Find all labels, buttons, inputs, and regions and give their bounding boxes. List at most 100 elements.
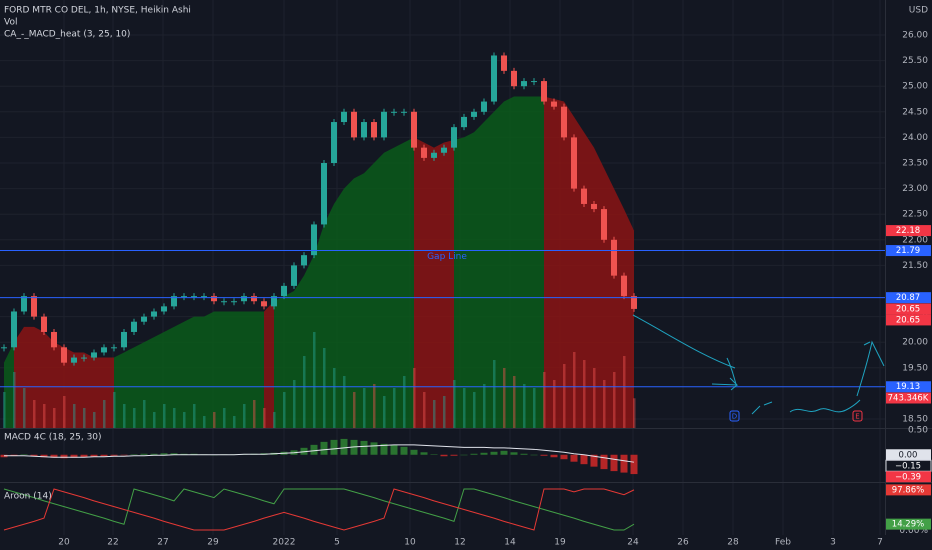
y-tick-label: 26.00 [902,31,928,41]
candle [591,203,597,210]
price-badge-label: 20.65 [896,304,920,314]
candle [201,296,207,298]
heat-area [324,203,334,428]
macd-bar [30,454,38,457]
volume-bar [83,408,86,428]
y-tick-label: 25.50 [902,56,928,66]
aroon-badge-label: 97.86% [892,485,924,495]
macd-bar [40,454,48,458]
candle [111,347,117,349]
volume-bar [523,384,526,428]
price-badge-label: 20.65 [896,315,920,325]
heat-area [364,163,374,428]
macd-bar [540,454,548,456]
candle [421,147,427,158]
y-tick-label: 23.50 [902,159,928,169]
x-tick-label: 10 [404,538,416,548]
heat-area [444,139,454,428]
macd-bar [620,454,628,473]
heat-area [474,122,484,428]
heat-area [464,132,474,428]
candle [61,347,67,363]
volume-bar [413,368,416,428]
heat-area [144,337,154,428]
x-tick-label: 5 [334,538,340,548]
macd-bar [630,454,638,475]
macd-bar [330,439,338,455]
volume-bar [593,368,596,428]
candle [81,357,87,359]
heat-area [4,342,14,428]
candle [411,111,417,148]
symbol-title: FORD MTR CO DEL, 1h, NYSE, Heikin Ashi [4,6,191,16]
aroon-badge [886,518,931,530]
volume-bar [633,398,636,428]
heat-area [24,326,34,428]
volume-bar [263,408,266,428]
x-tick-label: 24 [627,538,639,548]
candle [131,321,137,332]
macd-bar [320,441,328,455]
candle [521,81,527,87]
volume-bar [183,412,186,428]
volume-bar [73,404,76,428]
price-badge [886,381,931,393]
candle [581,188,587,204]
volume-bar [123,404,126,428]
macd-badge-label: 0.00 [899,450,918,460]
candle [261,301,267,307]
macd-bar [370,442,378,455]
volume-bar [433,400,436,428]
macd-badge [886,449,931,461]
aroon-tick-label: 0.00% [899,526,928,536]
volume-bar [53,408,56,428]
macd-badge [886,471,931,483]
drawing-arrow [711,377,739,391]
volume-bar [473,392,476,428]
volume-bar [253,400,256,428]
candle [91,352,97,358]
heat-area [314,224,324,428]
heat-area [624,209,634,428]
volume-bar [563,364,566,428]
macd-bar [90,454,98,457]
drawing-line [632,314,736,369]
x-tick-label: 19 [554,538,566,548]
candle [11,311,17,348]
price-badge [886,292,931,304]
volume-bar [153,412,156,428]
candle [541,81,547,102]
macd-line [4,444,635,463]
volume-bar [493,360,496,428]
volume-bar [163,404,166,428]
macd-bar [550,454,558,458]
heat-area [534,96,544,428]
volume-bar [3,392,6,428]
volume-bar [513,376,516,428]
macd-bar [130,454,138,455]
heat-area [54,342,64,428]
heat-area [224,311,234,428]
x-tick-label: 2022 [273,538,296,548]
heat-area [554,99,564,428]
heat-area [394,142,404,428]
heat-area [214,311,224,428]
drawing-line [856,340,885,397]
volume-bar [213,412,216,428]
candle [71,357,77,363]
x-tick-label: 3 [830,538,836,548]
volume-bar [403,376,406,428]
macd-bar [140,453,148,455]
volume-bar [93,412,96,428]
candle [501,55,507,71]
candle [281,285,287,297]
volume-bar [23,388,26,428]
candle [431,152,437,158]
heat-area [344,178,354,428]
volume-bar [133,408,136,428]
volume-bar [573,352,576,428]
macd-bar [100,454,108,457]
macd-bar [530,454,538,456]
heat-area [204,311,214,428]
heat-area [94,357,104,428]
